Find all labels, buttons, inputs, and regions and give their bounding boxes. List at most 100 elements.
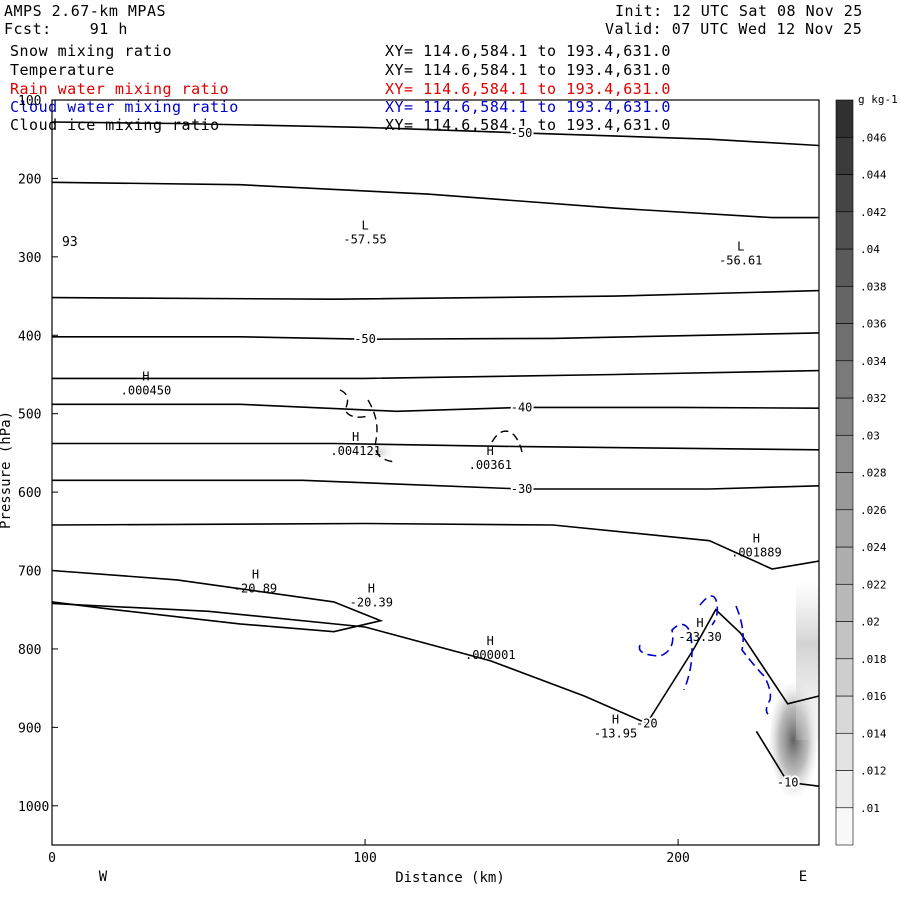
isotherm-line: [51, 289, 820, 301]
extremum-value: -57.55: [343, 232, 386, 246]
extremum-type: H: [142, 370, 149, 384]
extremum-value: -20.39: [350, 595, 393, 609]
isotherm-line: [755, 730, 820, 787]
field-name-rain: Rain water mixing ratio: [10, 80, 230, 98]
extremum-type: H: [487, 444, 494, 458]
extremum-type: H: [368, 581, 375, 595]
extremum-type: L: [737, 240, 744, 254]
colorbar-cell: [835, 211, 854, 250]
y-axis-ticks: 100 200 300 400 500 600 700 800 900 1000: [18, 94, 58, 815]
isotherm-line: [52, 442, 820, 451]
extremum-value: -13.95: [594, 726, 637, 740]
colorbar: .01 .012 .014 .016 .018 .02 .022 .024 .026 .028 .0…: [835, 99, 887, 846]
y-axis-label: Pressure (hPa): [0, 411, 14, 529]
colorbar-tick-label: .036: [860, 318, 887, 331]
colorbar-tick-label: .034: [860, 355, 887, 368]
isotherm-label: -30: [511, 482, 533, 496]
y-tick-label: 600: [18, 486, 41, 501]
colorbar-tick-label: .01: [860, 802, 880, 815]
extremum-type: L: [361, 218, 368, 232]
field-xy-rain: XY= 114.6,584.1 to 193.4,631.0: [385, 80, 671, 98]
snow-shading-small: [366, 442, 394, 462]
y-tick-label: 200: [18, 172, 41, 187]
isotherm-line: [51, 181, 819, 219]
y-tick-label: 900: [18, 721, 41, 736]
colorbar-cell: [835, 397, 854, 436]
extremum-type: H: [352, 430, 359, 444]
colorbar-cell: [835, 174, 854, 213]
colorbar-cell: [835, 807, 854, 846]
extremum-type: H: [696, 616, 703, 630]
isotherm-label: -40: [511, 400, 533, 414]
isotherm-label: -50: [354, 332, 376, 346]
extremum-value: .004121: [330, 444, 381, 458]
stray-label: 93: [62, 235, 78, 250]
isotherm-line: [52, 479, 820, 490]
isotherm-line: [52, 332, 820, 341]
colorbar-tick-label: .026: [860, 504, 887, 517]
field-xy-cloud-ice: XY= 114.6,584.1 to 193.4,631.0: [385, 116, 671, 134]
colorbar-tick-label: .02: [860, 616, 880, 629]
extremum-value: -56.61: [719, 254, 762, 268]
isotherm-label: -20: [636, 716, 658, 730]
isotherm-line: [51, 602, 820, 725]
colorbar-cell: [835, 472, 854, 511]
y-tick-label: 300: [18, 251, 41, 266]
colorbar-tick-label: .012: [860, 765, 887, 778]
colorbar-cell: [835, 621, 854, 660]
colorbar-cell: [835, 136, 854, 175]
colorbar-cell: [835, 583, 854, 622]
colorbar-tick-label: .016: [860, 690, 887, 703]
field-name-temperature: Temperature: [10, 61, 115, 79]
extremum-value: .000450: [121, 384, 172, 398]
field-name-cloud-ice: Cloud ice mixing ratio: [10, 116, 220, 134]
forecast-value: 91 h: [89, 20, 128, 38]
field-name-snow: Snow mixing ratio: [10, 42, 173, 60]
colorbar-cell: [835, 248, 854, 287]
colorbar-tick-label: .022: [860, 578, 887, 591]
extremum-type: H: [753, 531, 760, 545]
x-axis-ticks: 0 100 200: [48, 839, 690, 866]
isotherm-line: [52, 403, 820, 413]
colorbar-cell: [835, 546, 854, 585]
y-tick-label: 1000: [18, 800, 49, 815]
colorbar-tick-label: .03: [860, 429, 880, 442]
x-axis-label: Distance (km): [395, 870, 505, 886]
colorbar-tick-label: .032: [860, 392, 887, 405]
east-label: E: [799, 869, 807, 885]
snow-shading-strip: [796, 580, 820, 740]
isotherm-label: -50: [511, 126, 533, 140]
forecast-label: Fcst:: [4, 20, 52, 38]
y-tick-label: 400: [18, 329, 41, 344]
extremum-value: -23.30: [678, 630, 721, 644]
colorbar-cell: [835, 695, 854, 734]
field-xy-cloud-water: XY= 114.6,584.1 to 193.4,631.0: [385, 98, 671, 116]
extremum-value: .00361: [469, 458, 512, 472]
west-label: W: [99, 869, 108, 885]
field-name-cloud-water: Cloud water mixing ratio: [10, 98, 239, 116]
colorbar-tick-label: .038: [860, 280, 887, 293]
field-xy-temperature: XY= 114.6,584.1 to 193.4,631.0: [385, 61, 671, 79]
isotherm-line: [51, 121, 820, 147]
cloud-water-contour: [735, 605, 772, 715]
colorbar-tick-label: .018: [860, 653, 887, 666]
forecast-hour: Fcst: 91 h: [4, 21, 128, 38]
extremum-value: .001889: [731, 545, 782, 559]
extremum-value: -20.89: [234, 581, 277, 595]
y-tick-label: 700: [18, 565, 41, 580]
y-tick-label: 800: [18, 643, 41, 658]
y-tick-label: 100: [18, 94, 41, 109]
colorbar-cell: [835, 434, 854, 473]
colorbar-tick-label: .024: [860, 541, 887, 554]
x-tick-label: 100: [353, 851, 376, 866]
model-title: AMPS 2.67-km MPAS: [4, 2, 167, 20]
colorbar-cell: [835, 658, 854, 697]
colorbar-cell: [835, 509, 854, 548]
cloud-ice-contour: [339, 389, 397, 463]
colorbar-unit: g kg-1: [858, 93, 898, 106]
init-time: Init: 12 UTC Sat 08 Nov 25: [615, 2, 863, 20]
extremum-type: H: [612, 712, 619, 726]
colorbar-tick-label: .042: [860, 206, 887, 219]
